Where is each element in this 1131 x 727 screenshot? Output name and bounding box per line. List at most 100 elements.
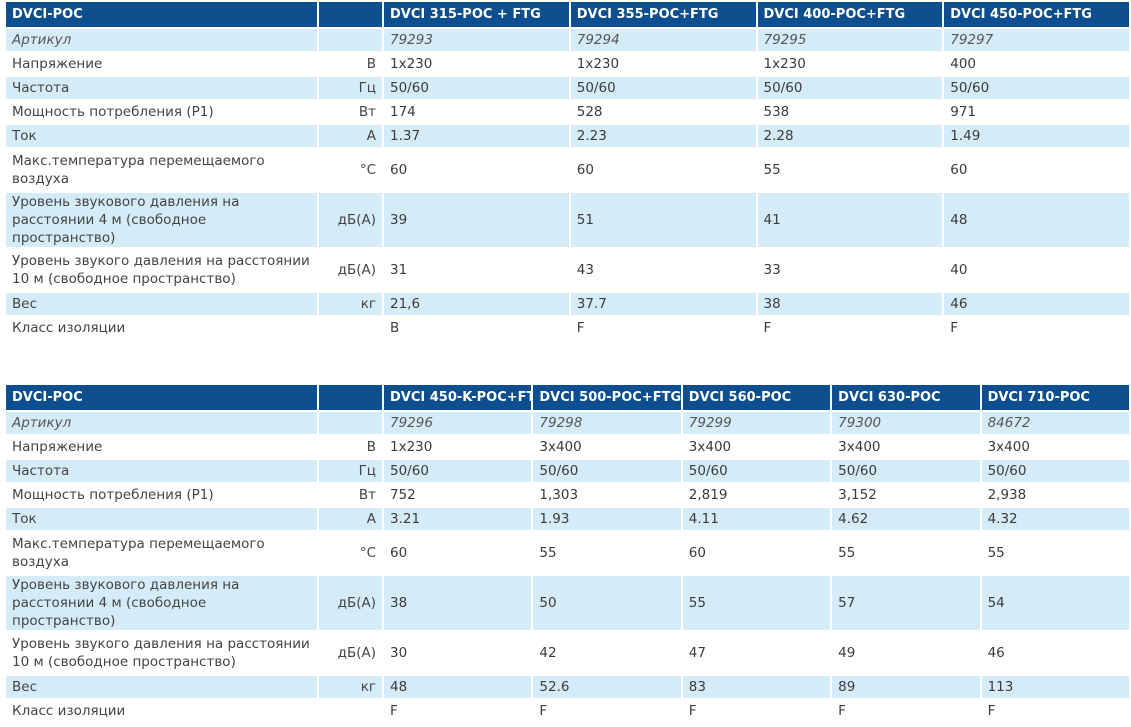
cell-value: 400 bbox=[944, 53, 1129, 75]
row-unit: дБ(А) bbox=[319, 632, 382, 674]
cell-value: 3.21 bbox=[384, 508, 532, 530]
row-label: Уровень звукового давления на расстоянии… bbox=[6, 576, 317, 630]
row-unit: °С bbox=[319, 149, 382, 191]
row-unit: Гц bbox=[319, 77, 382, 99]
cell-value: 113 bbox=[981, 676, 1129, 698]
cell-value: 1,303 bbox=[533, 484, 681, 506]
cell-value: 43 bbox=[570, 249, 756, 291]
table-header-unit bbox=[319, 2, 382, 27]
row-label: Класс изоляции bbox=[6, 700, 317, 722]
cell-value: 55 bbox=[981, 532, 1129, 574]
cell-value: 38 bbox=[384, 576, 532, 630]
cell-value: 83 bbox=[682, 676, 831, 698]
row-label: Артикул bbox=[6, 29, 317, 51]
cell-value: 38 bbox=[757, 293, 943, 315]
table-row: Напряжение В 1x230 1x230 1x230 400 bbox=[6, 53, 1129, 75]
cell-value: 55 bbox=[682, 576, 831, 630]
cell-value: 79300 bbox=[832, 412, 980, 434]
cell-value: 60 bbox=[682, 532, 831, 574]
cell-value: 752 bbox=[384, 484, 532, 506]
row-unit: Гц bbox=[319, 460, 382, 482]
cell-value: 50/60 bbox=[682, 460, 831, 482]
table-header-unit bbox=[319, 385, 382, 410]
cell-value: 39 bbox=[384, 193, 569, 247]
cell-value: F bbox=[757, 317, 943, 339]
cell-value: 50/60 bbox=[384, 460, 532, 482]
cell-value: 48 bbox=[944, 193, 1129, 247]
model-header: DVCI 450-K-POC+FTG bbox=[384, 385, 532, 410]
table-row: Уровень звукого давления на расстоянии 1… bbox=[6, 249, 1129, 291]
cell-value: 47 bbox=[682, 632, 831, 674]
row-label: Напряжение bbox=[6, 436, 317, 458]
cell-value: 60 bbox=[570, 149, 756, 191]
row-label: Макс.температура перемещаемого воздуха bbox=[6, 532, 317, 574]
model-header: DVCI 560-POC bbox=[682, 385, 831, 410]
cell-value: 1.93 bbox=[533, 508, 681, 530]
row-unit: В bbox=[319, 53, 382, 75]
cell-value: F bbox=[832, 700, 980, 722]
table-row: Макс.температура перемещаемого воздуха °… bbox=[6, 532, 1129, 574]
cell-value: F bbox=[682, 700, 831, 722]
table-row: Уровень звукового давления на расстоянии… bbox=[6, 576, 1129, 630]
cell-value: 60 bbox=[384, 149, 569, 191]
row-label: Уровень звукого давления на расстоянии 1… bbox=[6, 249, 317, 291]
cell-value: 2.23 bbox=[570, 125, 756, 147]
cell-value: 60 bbox=[944, 149, 1129, 191]
cell-value: 50/60 bbox=[757, 77, 943, 99]
row-label: Класс изоляции bbox=[6, 317, 317, 339]
cell-value: 79299 bbox=[682, 412, 831, 434]
cell-value: 3x400 bbox=[682, 436, 831, 458]
cell-value: 3,152 bbox=[832, 484, 980, 506]
cell-value: 55 bbox=[832, 532, 980, 574]
row-unit: В bbox=[319, 436, 382, 458]
cell-value: 89 bbox=[832, 676, 980, 698]
row-label: Частота bbox=[6, 77, 317, 99]
row-label: Ток bbox=[6, 508, 317, 530]
cell-value: 50/60 bbox=[570, 77, 756, 99]
cell-value: 50 bbox=[533, 576, 681, 630]
cell-value: 55 bbox=[757, 149, 943, 191]
row-label: Артикул bbox=[6, 412, 317, 434]
table-row: Уровень звукового давления на расстоянии… bbox=[6, 193, 1129, 247]
cell-value: F bbox=[384, 700, 532, 722]
row-unit: кг bbox=[319, 293, 382, 315]
cell-value: 33 bbox=[757, 249, 943, 291]
row-label: Макс.температура перемещаемого воздуха bbox=[6, 149, 317, 191]
row-unit bbox=[319, 317, 382, 339]
cell-value: 50/60 bbox=[384, 77, 569, 99]
cell-value: F bbox=[981, 700, 1129, 722]
table-row: Вес кг 21,6 37.7 38 46 bbox=[6, 293, 1129, 315]
cell-value: F bbox=[533, 700, 681, 722]
row-unit: дБ(А) bbox=[319, 193, 382, 247]
cell-value: 2,819 bbox=[682, 484, 831, 506]
row-unit: кг bbox=[319, 676, 382, 698]
spec-table-2: DVCI-POC DVCI 450-K-POC+FTG DVCI 500-POC… bbox=[4, 383, 1131, 724]
model-header: DVCI 450-POC+FTG bbox=[944, 2, 1129, 27]
cell-value: 21,6 bbox=[384, 293, 569, 315]
cell-value: 51 bbox=[570, 193, 756, 247]
model-header: DVCI 710-POC bbox=[981, 385, 1129, 410]
table-row: Уровень звукого давления на расстоянии 1… bbox=[6, 632, 1129, 674]
table-row: Мощность потребления (P1) Вт 752 1,303 2… bbox=[6, 484, 1129, 506]
row-unit: Вт bbox=[319, 484, 382, 506]
cell-value: 54 bbox=[981, 576, 1129, 630]
cell-value: 60 bbox=[384, 532, 532, 574]
cell-value: 42 bbox=[533, 632, 681, 674]
cell-value: 4.11 bbox=[682, 508, 831, 530]
cell-value: 31 bbox=[384, 249, 569, 291]
table-row: Макс.температура перемещаемого воздуха °… bbox=[6, 149, 1129, 191]
row-unit: А bbox=[319, 125, 382, 147]
table-row: Мощность потребления (P1) Вт 174 528 538… bbox=[6, 101, 1129, 123]
row-label: Вес bbox=[6, 293, 317, 315]
table-row: Частота Гц 50/60 50/60 50/60 50/60 50/60 bbox=[6, 460, 1129, 482]
cell-value: F bbox=[570, 317, 756, 339]
table-row: Напряжение В 1x230 3x400 3x400 3x400 3x4… bbox=[6, 436, 1129, 458]
cell-value: 40 bbox=[944, 249, 1129, 291]
row-label: Ток bbox=[6, 125, 317, 147]
cell-value: 41 bbox=[757, 193, 943, 247]
table-row: Артикул 79296 79298 79299 79300 84672 bbox=[6, 412, 1129, 434]
cell-value: 55 bbox=[533, 532, 681, 574]
row-unit bbox=[319, 29, 382, 51]
cell-value: 4.62 bbox=[832, 508, 980, 530]
cell-value: 50/60 bbox=[832, 460, 980, 482]
